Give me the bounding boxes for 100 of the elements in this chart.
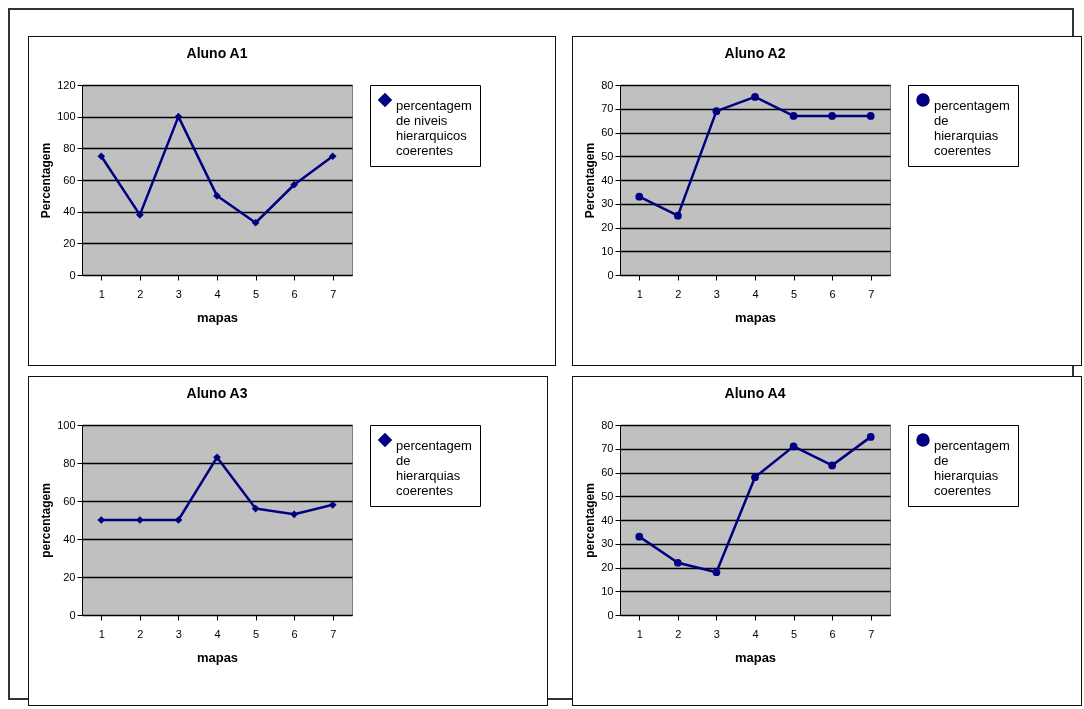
point [328,500,337,509]
x-tick-label: 6 [291,287,298,300]
y-axis-title: percentagem [583,483,598,558]
point [290,510,299,519]
point [673,558,682,567]
x-tick-label: 7 [868,627,875,640]
y-tick-label: 100 [57,110,76,123]
point [866,433,875,441]
x-tick-label: 4 [752,287,759,300]
y-axis-title: Percentagem [583,142,598,219]
point [635,532,644,541]
y-tick-label: 40 [63,532,76,545]
point [751,473,759,482]
x-tick-label: 3 [175,287,182,300]
point [828,112,837,120]
x-axis-title: mapas [734,649,777,665]
point [213,191,221,200]
legend-label: percentagem de hierarquias coerentes [934,98,1010,158]
y-tick-label: 50 [601,149,614,162]
point [97,152,106,161]
chart-title: Aluno A4 [724,385,786,401]
point [712,568,721,577]
y-tick-label: 60 [63,173,76,186]
y-tick-label: 20 [601,561,614,573]
x-tick-label: 5 [253,287,260,300]
x-tick-label: 2 [137,287,144,300]
y-tick-label: 20 [63,236,76,249]
chart-title: Aluno A1 [186,45,248,61]
y-tick-label: 10 [601,244,614,257]
y-tick-label: 40 [601,513,614,526]
x-tick-label: 1 [98,627,105,640]
x-tick-label: 5 [253,627,260,640]
y-tick-label: 0 [69,268,76,281]
y-tick-label: 30 [601,537,614,550]
point [290,180,299,189]
point [673,211,682,220]
y-tick-label: 80 [601,78,614,91]
point [789,112,798,120]
x-tick-label: 2 [675,287,682,300]
legend-label: percentagem de niveis hierarquicos coerentes [396,98,472,158]
x-tick-label: 2 [675,627,682,640]
y-tick-label: 20 [601,221,614,233]
y-tick-label: 40 [63,205,76,218]
y-tick-label: 80 [63,456,76,469]
x-tick-label: 2 [137,627,144,640]
point [866,112,875,120]
x-tick-label: 3 [713,287,720,300]
x-axis-title: mapas [196,649,239,665]
y-tick-label: 0 [69,608,76,621]
y-tick-label: 70 [601,102,614,115]
x-tick-label: 7 [330,287,337,300]
y-tick-label: 70 [601,442,614,455]
y-tick-label: 10 [601,584,614,597]
x-tick-label: 7 [868,287,875,300]
x-tick-label: 3 [713,627,720,640]
y-tick-label: 60 [601,126,614,138]
point [789,442,798,451]
x-tick-label: 6 [829,627,836,640]
x-tick-label: 1 [98,287,105,300]
y-tick-label: 30 [601,197,614,210]
point [828,461,837,470]
x-tick-label: 4 [214,287,221,300]
x-axis-title: mapas [196,309,239,325]
y-tick-label: 100 [57,418,76,431]
point [251,504,260,513]
y-tick-label: 20 [63,570,76,583]
x-tick-label: 1 [636,287,643,300]
point [712,107,721,115]
y-tick-label: 50 [601,489,614,502]
point [213,453,221,462]
y-tick-label: 40 [601,173,614,186]
y-tick-label: 60 [63,494,76,507]
y-tick-label: 0 [607,608,614,621]
chart-title: Aluno A2 [724,45,786,61]
x-tick-label: 5 [791,627,798,640]
x-tick-label: 4 [214,627,221,640]
x-tick-label: 3 [175,627,182,640]
point [635,192,644,201]
y-axis-title: Percentagem [39,142,54,219]
y-tick-label: 80 [63,141,76,154]
point [251,218,260,227]
chart-title: Aluno A3 [186,385,248,401]
point [328,152,337,161]
x-axis-title: mapas [734,309,777,325]
x-tick-label: 7 [330,627,337,640]
x-tick-label: 4 [752,627,759,640]
y-tick-label: 80 [601,418,614,431]
x-tick-label: 1 [636,627,643,640]
y-axis-title: percentagem [39,483,54,558]
y-tick-label: 120 [57,78,76,91]
legend-label: percentagem de hierarquias coerentes [934,438,1010,498]
x-tick-label: 6 [291,627,298,640]
legend-label: percentagem de hierarquias coerentes [396,438,472,498]
x-tick-label: 6 [829,287,836,300]
point [174,516,183,524]
point [135,210,144,219]
y-tick-label: 60 [601,466,614,478]
point [751,93,759,101]
x-tick-label: 5 [791,287,798,300]
point [174,112,183,121]
